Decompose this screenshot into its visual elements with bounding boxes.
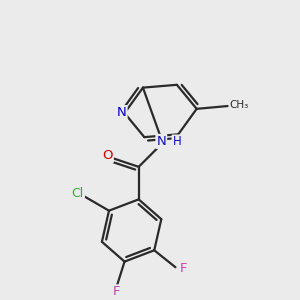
Text: O: O (102, 149, 113, 162)
Text: N: N (117, 106, 127, 119)
Text: N: N (156, 135, 166, 148)
Text: H: H (172, 135, 181, 148)
Text: Cl: Cl (72, 187, 84, 200)
Text: F: F (113, 285, 120, 298)
Text: F: F (180, 262, 188, 275)
Text: CH₃: CH₃ (230, 100, 249, 110)
